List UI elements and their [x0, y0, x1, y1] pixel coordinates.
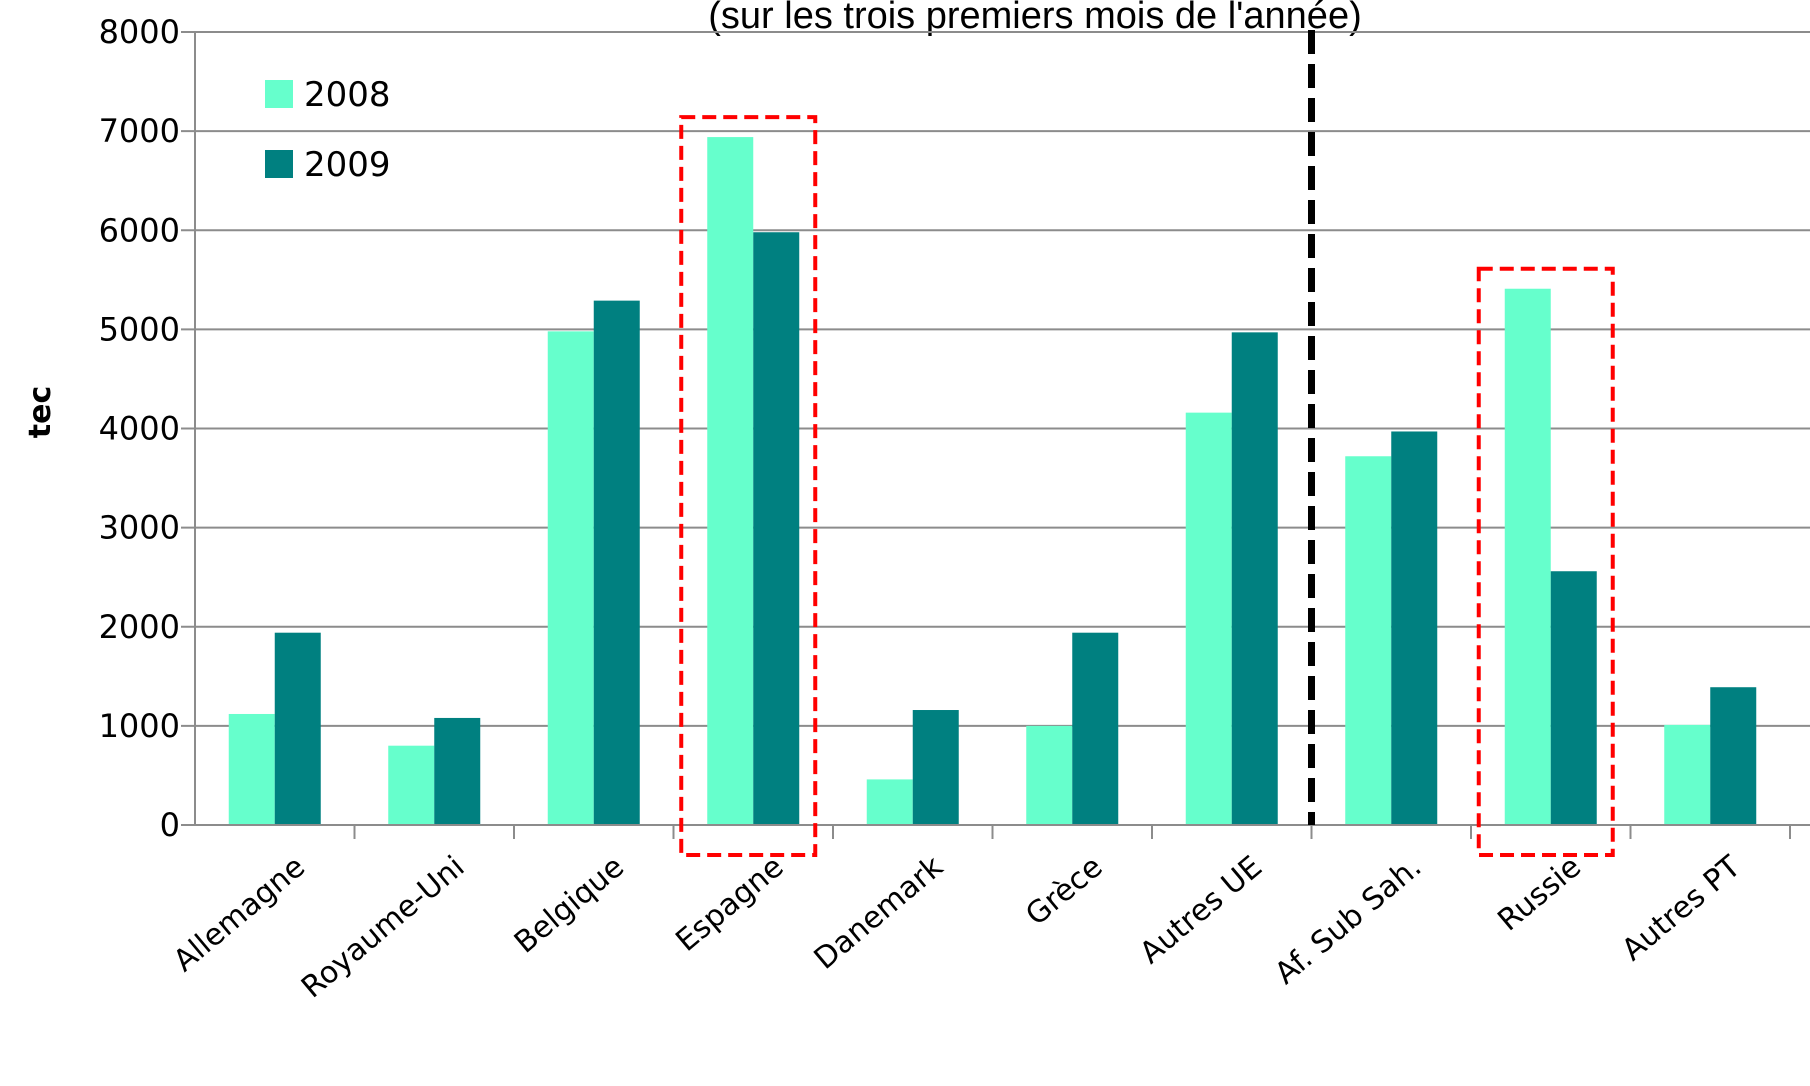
x-axis [181, 32, 1810, 839]
bar-2008-2 [547, 331, 594, 825]
bar-2008-5 [1026, 725, 1073, 825]
bar-2008-9 [1664, 724, 1711, 825]
bars [228, 137, 1757, 826]
x-tick-label: Espagne [669, 849, 790, 958]
bar-2009-3 [753, 232, 800, 826]
x-tick-label: Af. Sub Sah. [1268, 849, 1428, 991]
x-tick-label: Allemagne [167, 849, 312, 979]
y-axis-ticks: 0 1000 2000 3000 4000 5000 6000 7000 8000 [99, 13, 195, 844]
bar-2009-4 [912, 710, 959, 825]
x-tick-label: Danemark [808, 849, 951, 977]
y-tick-label: 4000 [99, 410, 180, 448]
chart-title: (sur les trois premiers mois de l'année) [708, 0, 1361, 37]
y-tick-label: 7000 [99, 112, 180, 150]
bar-2008-8 [1504, 288, 1551, 825]
legend-label-2008: 2008 [304, 75, 391, 115]
bar-2009-8 [1550, 571, 1597, 825]
y-tick-label: 3000 [99, 509, 180, 547]
bar-2009-5 [1072, 632, 1119, 825]
x-tick-label: Belgique [508, 849, 631, 960]
y-tick-label: 0 [160, 806, 180, 844]
y-tick-label: 2000 [99, 608, 180, 646]
annotations [679, 30, 1615, 857]
y-tick-label: 6000 [99, 211, 180, 249]
bar-2008-3 [707, 137, 754, 825]
bar-2009-6 [1231, 332, 1278, 825]
x-tick-label: Autres UE [1133, 849, 1269, 971]
bar-2008-7 [1345, 456, 1392, 825]
bar-2008-1 [388, 745, 435, 825]
x-tick-label: Autres PT [1615, 849, 1748, 968]
x-tick-label: Royaume-Uni [295, 849, 471, 1005]
y-tick-label: 1000 [99, 707, 180, 745]
legend-label-2009: 2009 [304, 145, 391, 185]
legend-swatch-2009 [265, 150, 293, 178]
bar-2009-1 [434, 717, 481, 825]
legend-swatch-2008 [265, 80, 293, 108]
x-tick-label: Grèce [1019, 849, 1109, 933]
bar-2008-4 [866, 779, 913, 825]
bar-2009-7 [1391, 431, 1438, 825]
legend: 2008 2009 [265, 75, 391, 185]
highlight-box-espagne [679, 115, 818, 857]
bar-2009-2 [593, 300, 640, 825]
bar-2008-6 [1185, 412, 1232, 825]
highlight-box-russie [1476, 266, 1615, 857]
y-tick-label: 5000 [99, 310, 180, 348]
x-tick-label: Russie [1491, 849, 1587, 938]
y-tick-label: 8000 [99, 13, 180, 51]
y-axis-title: tec [23, 386, 58, 438]
bar-2009-9 [1710, 687, 1757, 825]
bar-2009-0 [274, 632, 321, 825]
bar-2008-0 [228, 713, 275, 825]
